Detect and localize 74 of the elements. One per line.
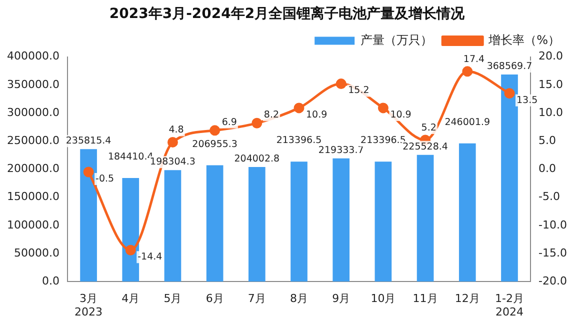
y2-tick-label: 5.0	[538, 134, 556, 147]
legend-label: 产量（万只）	[360, 32, 433, 47]
data-label: 246001.9	[444, 116, 490, 128]
data-label: -0.5	[96, 173, 114, 184]
bar	[501, 74, 518, 282]
y2-tick-label: -10.0	[538, 218, 568, 232]
data-label: 10.9	[306, 109, 328, 120]
bar	[290, 162, 308, 282]
bar	[332, 158, 350, 282]
point	[504, 88, 515, 99]
data-label: -14.4	[138, 252, 162, 263]
y2-tick-label: 10.0	[538, 106, 564, 119]
y-tick-label: 0.0	[42, 274, 60, 288]
bar	[206, 165, 224, 282]
point	[125, 244, 136, 256]
y2-tick-label: 0.0	[538, 162, 556, 176]
point	[378, 102, 388, 114]
point	[83, 166, 94, 178]
y2-tick-label: -20.0	[538, 274, 568, 288]
x-tick-label: 6月	[206, 292, 224, 306]
data-label: 4.8	[168, 124, 184, 136]
y-tick-label: 400000.0	[6, 50, 60, 63]
data-label: 6.9	[222, 116, 237, 128]
x-tick-label: 8月	[290, 292, 308, 306]
point	[336, 78, 346, 90]
point	[210, 125, 220, 136]
x-tick-label: 1-2月 2024	[495, 292, 524, 318]
point	[462, 66, 473, 77]
chart-title: 2023年3月-2024年2月全国锂离子电池产量及增长情况	[109, 5, 466, 22]
data-label: 8.2	[264, 110, 280, 121]
x-tick-label: 9月	[332, 292, 350, 306]
data-label: 225528.4	[402, 141, 448, 152]
bar	[458, 143, 476, 282]
x-tick-label: 5月	[164, 292, 182, 306]
bar	[374, 162, 392, 282]
x-tick-label: 3月 2023	[74, 292, 103, 318]
bar	[122, 178, 140, 282]
bar	[416, 154, 434, 282]
y-tick-label: 300000.0	[6, 106, 60, 119]
data-label: 5.2	[421, 122, 436, 134]
data-label: 17.4	[463, 54, 485, 65]
data-label: 198304.3	[150, 156, 196, 168]
point	[294, 102, 304, 114]
x-tick-label: 10月	[370, 292, 396, 306]
data-label: 213396.5	[276, 135, 322, 146]
x-tick-label: 7月	[248, 292, 266, 306]
data-label: 206955.3	[192, 138, 238, 150]
y2-tick-label: -5.0	[538, 190, 560, 204]
data-label: 235815.4	[66, 136, 112, 147]
data-label: 213396.5	[360, 135, 406, 146]
point	[167, 136, 178, 148]
data-label: 219333.7	[318, 144, 364, 156]
y2-tick-label: 20.0	[538, 50, 564, 63]
x-tick-label: 11月	[412, 292, 438, 306]
y-tick-label: 350000.0	[6, 78, 60, 91]
data-label: 10.9	[390, 109, 412, 120]
bar	[164, 170, 182, 282]
data-label: 15.2	[348, 85, 370, 96]
y2-tick-label: 15.0	[538, 78, 564, 91]
data-label: 204002.8	[234, 153, 280, 164]
y-tick-label: 100000.0	[6, 218, 60, 232]
y-tick-label: 50000.0	[14, 246, 60, 260]
x-tick-label: 4月	[122, 292, 140, 306]
bar	[80, 149, 97, 282]
y-tick-label: 250000.0	[6, 134, 60, 147]
legend-label: 增长率（%）	[488, 32, 560, 47]
data-label: 13.5	[516, 94, 538, 106]
bar	[248, 166, 266, 282]
y-tick-label: 150000.0	[6, 190, 60, 204]
data-label: 368569.7	[486, 60, 532, 72]
y2-tick-label: -15.0	[538, 246, 568, 260]
y-tick-label: 200000.0	[6, 162, 60, 176]
x-tick-label: 12月	[454, 292, 480, 306]
point	[252, 118, 262, 128]
